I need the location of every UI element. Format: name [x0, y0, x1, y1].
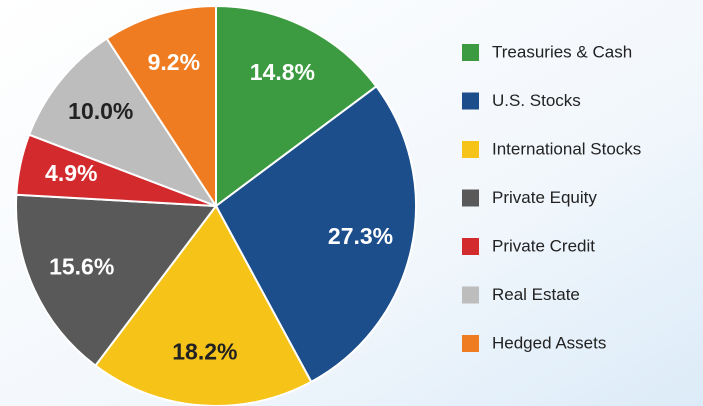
slice-label: 4.9% [45, 160, 97, 186]
slice-label: 15.6% [49, 253, 114, 279]
legend-swatch [462, 92, 479, 110]
slice-label: 18.2% [172, 339, 237, 365]
legend-label: Real Estate [492, 285, 580, 304]
legend-swatch [462, 44, 479, 61]
slice-label: 9.2% [148, 49, 200, 75]
legend-swatch [462, 335, 479, 352]
legend-label: Private Credit [492, 236, 595, 255]
slice-label: 14.8% [250, 59, 315, 85]
legend-label: U.S. Stocks [492, 91, 581, 110]
pie-slice [15, 193, 218, 367]
legend-swatch [462, 189, 479, 207]
legend-swatch [462, 238, 479, 255]
pie-slice [214, 85, 417, 384]
pie-slice [94, 204, 313, 406]
legend-swatch [462, 141, 479, 158]
legend-label: Treasuries & Cash [492, 42, 632, 61]
pie-slice [27, 37, 219, 209]
legend-swatch [462, 286, 479, 304]
legend-label: Private Equity [492, 188, 597, 207]
legend-label: Hedged Assets [492, 333, 606, 352]
legend-label: International Stocks [492, 139, 641, 158]
pie-slice [215, 4, 378, 208]
slice-label: 10.0% [68, 98, 133, 124]
slice-label: 27.3% [328, 223, 393, 249]
pie-slice [105, 4, 217, 210]
